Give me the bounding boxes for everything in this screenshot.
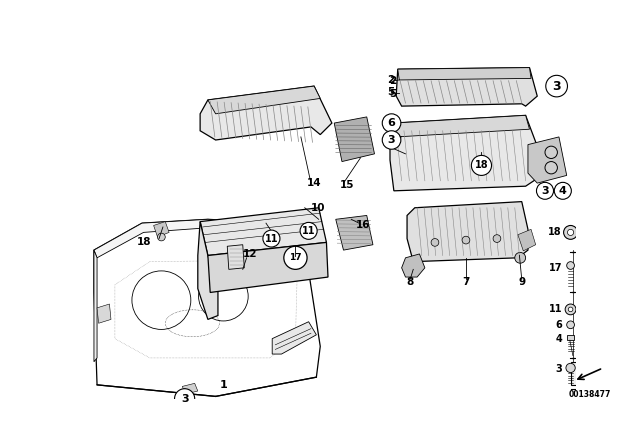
Polygon shape [200, 208, 326, 255]
Text: 00138477: 00138477 [569, 390, 611, 399]
Circle shape [263, 230, 280, 247]
Text: 3: 3 [181, 394, 188, 404]
Polygon shape [94, 220, 305, 258]
Circle shape [462, 236, 470, 244]
Circle shape [554, 182, 572, 199]
Text: 3: 3 [552, 80, 561, 93]
Circle shape [568, 307, 573, 312]
Bar [571, 362, 609, 385]
Polygon shape [208, 242, 328, 293]
Text: 5: 5 [389, 89, 396, 99]
Circle shape [566, 321, 575, 329]
Text: 12: 12 [243, 249, 258, 259]
Polygon shape [227, 245, 244, 269]
Circle shape [568, 229, 573, 236]
Text: 1: 1 [220, 380, 227, 390]
Circle shape [493, 235, 501, 242]
Text: 18: 18 [137, 237, 152, 247]
Polygon shape [208, 86, 320, 114]
Text: 8: 8 [406, 277, 414, 288]
Text: 3: 3 [541, 186, 549, 196]
Text: 3: 3 [556, 365, 562, 375]
Text: 11: 11 [265, 233, 278, 244]
Circle shape [566, 262, 575, 269]
Circle shape [545, 162, 557, 174]
Polygon shape [402, 254, 425, 277]
Text: 10: 10 [311, 203, 326, 213]
Polygon shape [334, 117, 374, 162]
Text: 17: 17 [548, 263, 562, 273]
Polygon shape [200, 86, 332, 140]
Polygon shape [272, 322, 316, 354]
Text: 4: 4 [559, 186, 567, 196]
Polygon shape [182, 383, 198, 394]
Circle shape [382, 114, 401, 132]
Circle shape [565, 304, 576, 315]
Text: 16: 16 [356, 220, 370, 230]
Text: 15: 15 [339, 180, 354, 190]
Text: 11: 11 [302, 226, 316, 236]
Circle shape [382, 131, 401, 149]
Circle shape [515, 252, 525, 263]
Polygon shape [154, 222, 169, 237]
Text: 2: 2 [389, 76, 396, 86]
Circle shape [472, 155, 492, 176]
Polygon shape [397, 68, 531, 80]
Text: 6: 6 [388, 118, 396, 128]
Text: 18: 18 [475, 160, 488, 170]
Polygon shape [407, 202, 528, 262]
Polygon shape [394, 116, 529, 137]
Text: 17: 17 [289, 253, 302, 263]
Text: 6: 6 [556, 320, 562, 330]
Text: 4: 4 [556, 334, 562, 344]
Text: 18: 18 [548, 228, 562, 237]
Text: 7: 7 [462, 277, 470, 288]
Text: 9: 9 [518, 277, 525, 288]
Text: 14: 14 [307, 178, 321, 188]
Circle shape [284, 246, 307, 269]
Polygon shape [198, 222, 218, 319]
Circle shape [157, 233, 165, 241]
Polygon shape [336, 215, 373, 250]
Text: 3: 3 [388, 135, 396, 145]
Polygon shape [528, 137, 566, 183]
Polygon shape [94, 250, 97, 362]
Circle shape [175, 389, 195, 409]
Text: 5: 5 [387, 87, 395, 97]
Polygon shape [97, 304, 111, 323]
Circle shape [546, 75, 568, 97]
Circle shape [536, 182, 554, 199]
Text: 11: 11 [548, 304, 562, 314]
Text: 2: 2 [387, 75, 395, 85]
Polygon shape [396, 68, 537, 106]
Circle shape [564, 225, 577, 239]
Polygon shape [390, 116, 537, 191]
Circle shape [300, 222, 317, 239]
Circle shape [566, 363, 575, 373]
Circle shape [431, 238, 439, 246]
Bar [566, 335, 575, 340]
Polygon shape [518, 229, 536, 251]
Circle shape [545, 146, 557, 159]
